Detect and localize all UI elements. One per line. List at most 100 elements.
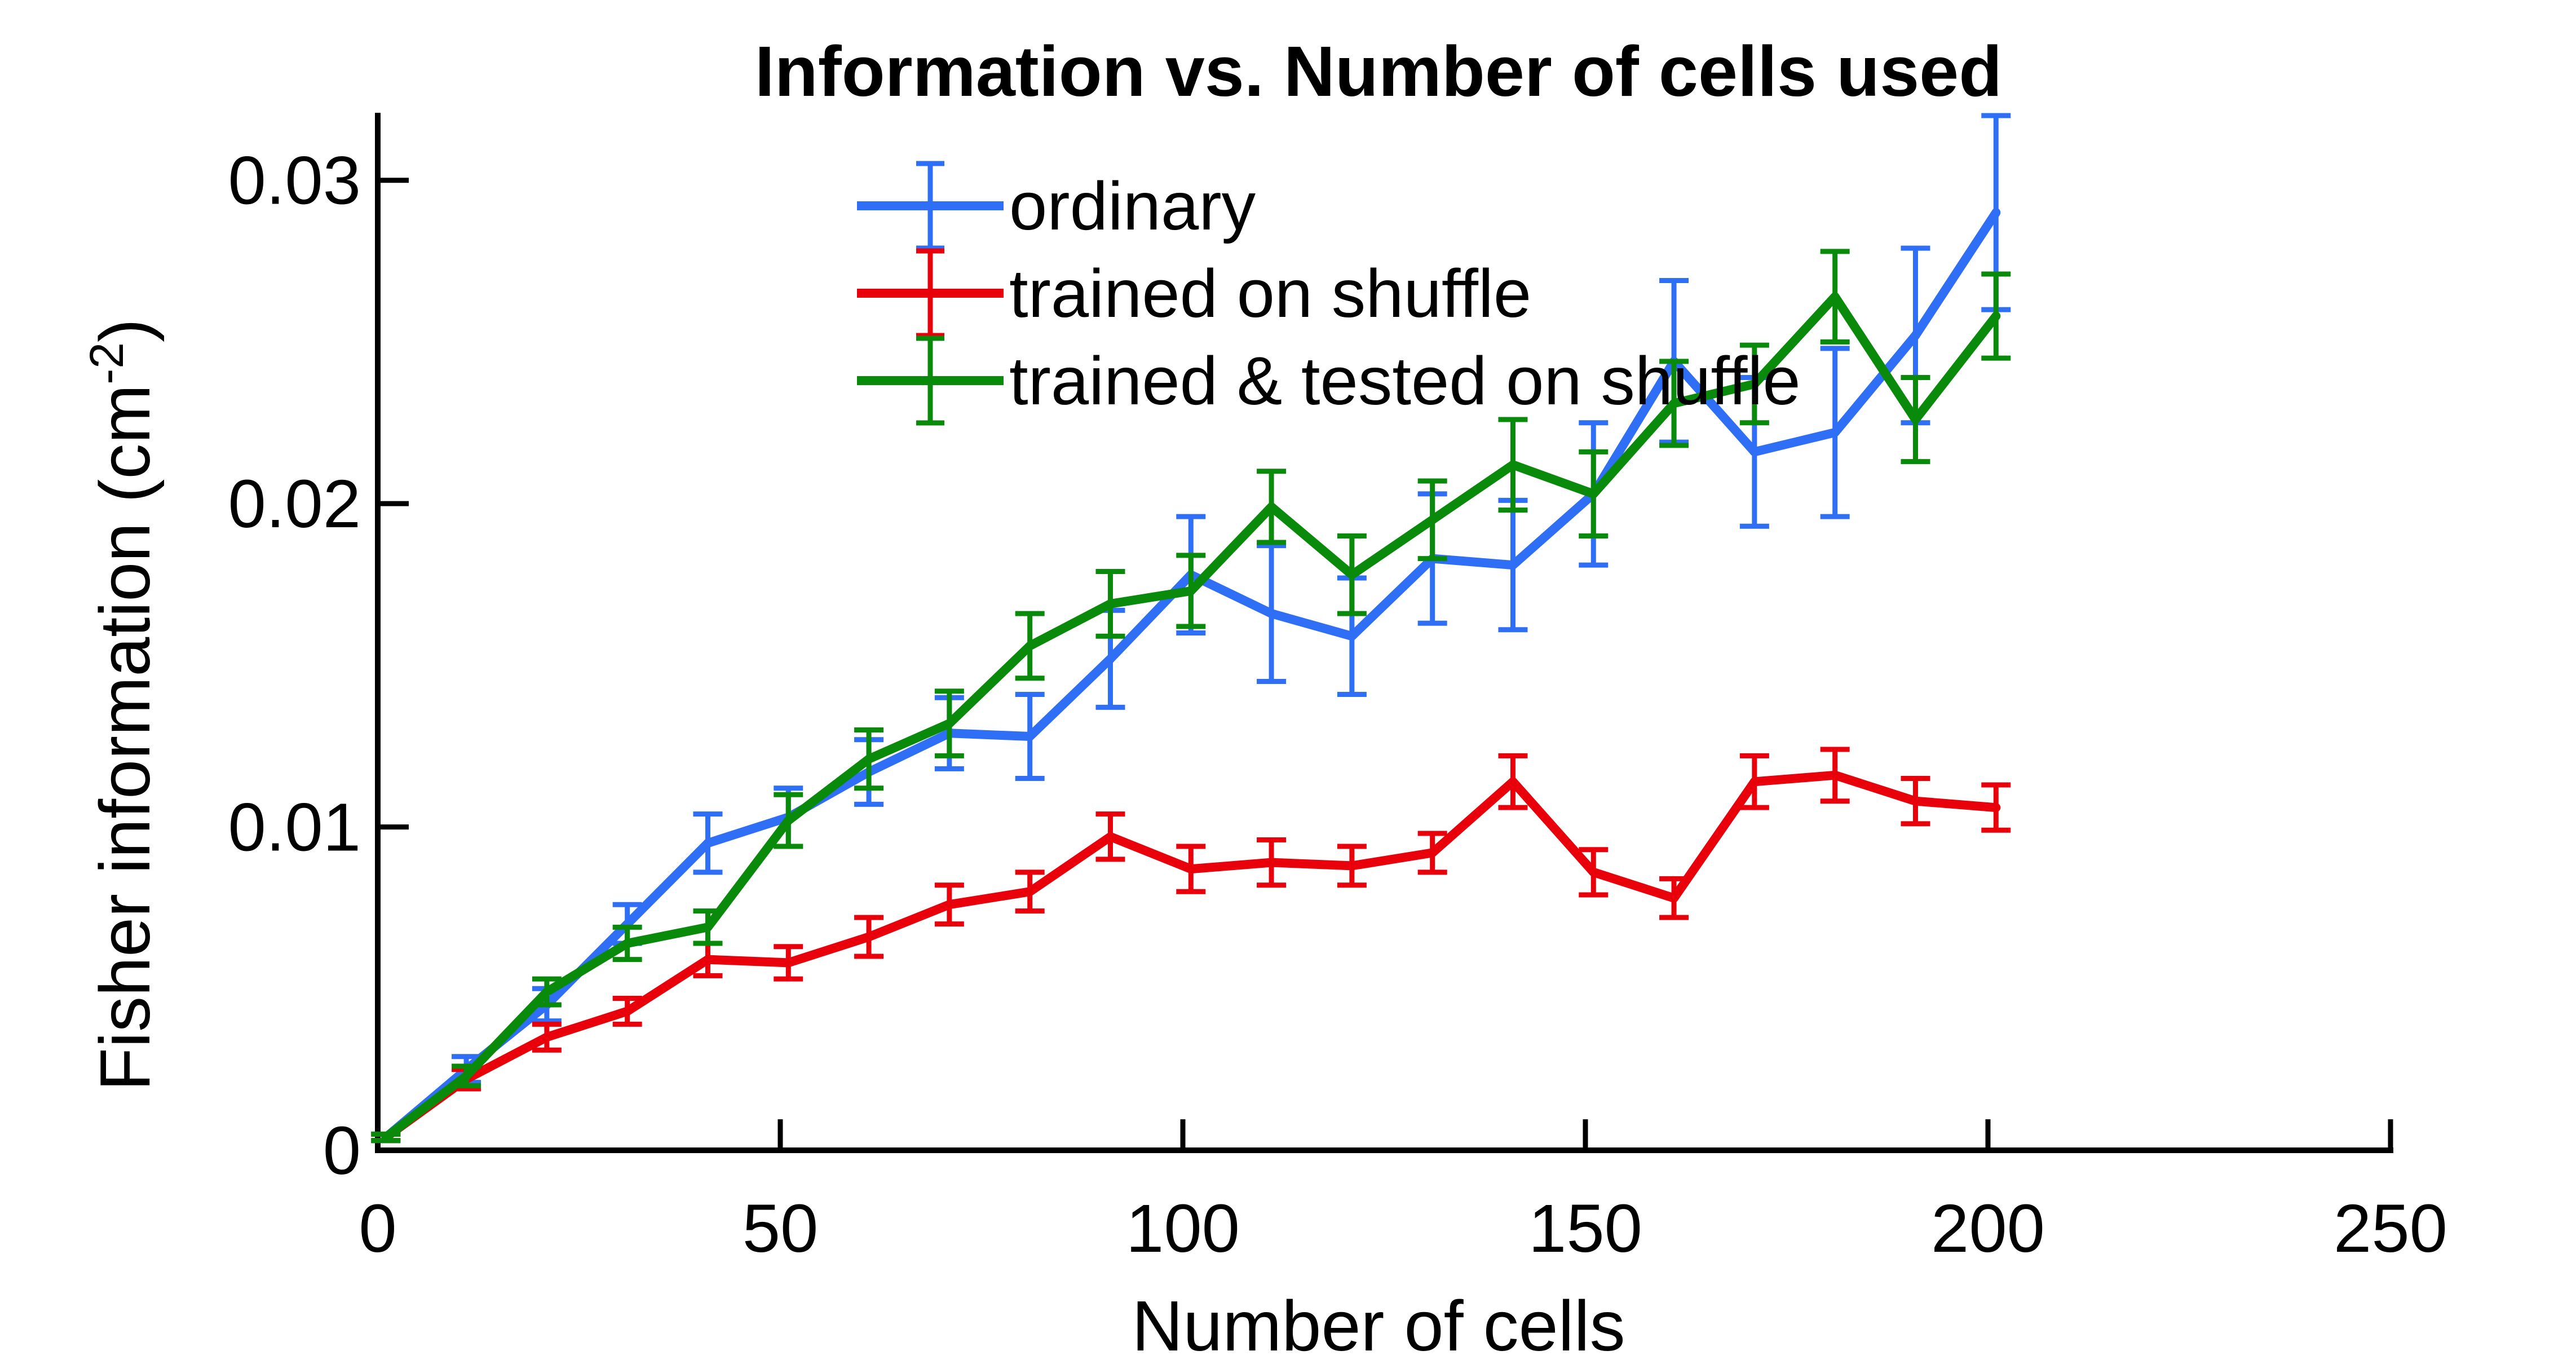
error-bar <box>1498 417 1528 513</box>
y-axis-label-main: Fisher information (cm <box>85 385 165 1091</box>
axes <box>375 113 2393 1153</box>
data-point <box>1835 296 1836 297</box>
error-bar <box>1015 869 1045 914</box>
error-bar <box>371 1131 401 1144</box>
data-point <box>868 758 869 760</box>
legend-entry: trained & tested on shuffle <box>857 336 1801 426</box>
error-bar <box>934 882 964 927</box>
data-point <box>1271 862 1272 863</box>
error-bar <box>1901 776 1930 827</box>
data-point <box>1512 464 1513 465</box>
error-bar <box>1337 844 1367 888</box>
error-bar <box>1015 611 1045 681</box>
data-point <box>1432 852 1433 853</box>
error-bar <box>1417 478 1447 562</box>
data-point <box>1915 335 1916 336</box>
legend-label: ordinary <box>1009 167 1256 244</box>
data-point <box>1351 865 1353 866</box>
error-bar <box>1257 543 1287 685</box>
data-point <box>1029 891 1031 892</box>
error-bar <box>1820 249 1850 345</box>
error-bar <box>1417 831 1447 875</box>
data-point <box>627 943 628 944</box>
error-bar <box>1739 753 1769 810</box>
data-point <box>949 723 950 724</box>
error-bar <box>1659 876 1689 920</box>
error-bar <box>452 1063 481 1088</box>
chart-title: Information vs. Number of cells used <box>755 32 2002 111</box>
legend-label: trained on shuffle <box>1009 255 1531 332</box>
data-point <box>1190 590 1191 591</box>
error-bar <box>1981 271 2011 361</box>
error-bar <box>1095 811 1125 862</box>
data-point <box>788 820 789 821</box>
data-point <box>1351 574 1353 575</box>
legend-entry: ordinary <box>857 161 1256 251</box>
error-bar <box>1095 569 1125 639</box>
series-3 <box>371 249 2011 1144</box>
error-bar <box>1659 359 1689 448</box>
data-point <box>1110 836 1111 837</box>
error-bar <box>693 908 723 946</box>
legend: ordinary trained on shuffle trained & test… <box>857 161 1801 426</box>
data-point <box>707 926 708 928</box>
data-point <box>1110 658 1111 659</box>
error-bar <box>1015 691 1045 782</box>
data-point <box>1512 564 1513 566</box>
error-bar <box>854 727 884 791</box>
data-point <box>1593 493 1594 495</box>
data-point <box>1271 506 1272 507</box>
x-tick-label: 50 <box>743 1190 819 1266</box>
y-tick-label: 0.01 <box>228 789 361 866</box>
data-point <box>1190 868 1191 869</box>
error-bar <box>774 944 803 982</box>
data-point <box>1271 613 1272 614</box>
plot-series <box>371 113 2011 1144</box>
data-point <box>1351 635 1353 637</box>
y-axis-label-close: ) <box>85 319 165 342</box>
error-bar <box>1739 342 1769 426</box>
x-tick-label: 200 <box>1931 1190 2045 1266</box>
error-bar <box>532 976 562 1008</box>
y-axis-label-exponent: -2 <box>80 342 133 385</box>
data-point <box>707 842 708 844</box>
data-point <box>1995 316 1996 317</box>
error-bar <box>934 688 964 758</box>
data-point <box>1110 603 1111 604</box>
data-point <box>466 1075 467 1076</box>
data-point <box>1432 519 1433 520</box>
error-bar <box>1257 469 1287 545</box>
x-axis-ticks: 0 50 100 150 200 250 <box>359 1119 2447 1266</box>
y-tick-label: 0.02 <box>228 465 361 542</box>
error-bar <box>1337 533 1367 616</box>
data-point <box>1915 801 1916 802</box>
error-bar <box>774 792 803 849</box>
data-point <box>546 991 547 992</box>
error-bar <box>1176 844 1206 894</box>
x-tick-label: 100 <box>1126 1190 1240 1266</box>
error-bar <box>693 811 723 875</box>
x-tick-label: 250 <box>2334 1190 2447 1266</box>
y-tick-label: 0 <box>323 1112 361 1189</box>
data-point <box>1754 451 1755 452</box>
error-bar <box>1579 449 1609 538</box>
y-axis-label: Fisher information (cm-2) <box>80 319 165 1091</box>
error-bar <box>612 924 642 963</box>
x-axis-label: Number of cells <box>1132 1286 1625 1364</box>
data-point <box>1593 872 1594 873</box>
data-point <box>1835 775 1836 776</box>
data-point <box>546 1036 547 1038</box>
error-bar <box>1820 747 1850 804</box>
error-bar <box>854 915 884 959</box>
error-bar <box>612 995 642 1027</box>
series-2 <box>371 747 2011 1144</box>
data-point <box>1029 645 1031 646</box>
data-point <box>385 1137 386 1138</box>
data-point <box>627 1010 628 1012</box>
error-bar <box>1579 847 1609 898</box>
data-point <box>1995 807 1996 808</box>
data-point <box>1673 898 1674 899</box>
legend-label: trained & tested on shuffle <box>1009 342 1801 419</box>
data-point <box>707 959 708 960</box>
